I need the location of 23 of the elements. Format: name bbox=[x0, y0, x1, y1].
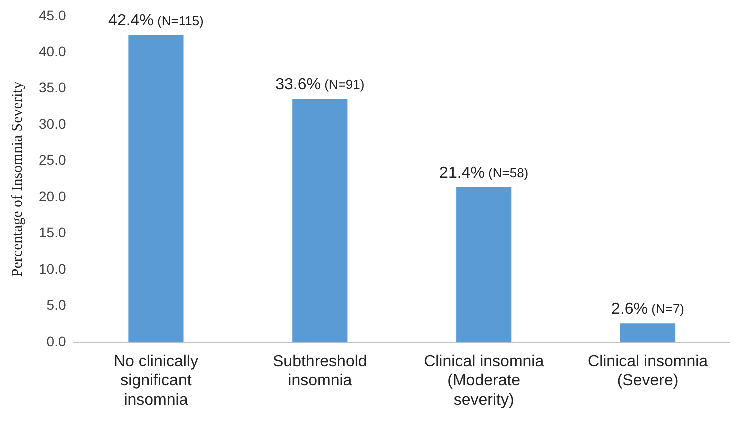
y-tick-label: 5.0 bbox=[46, 297, 66, 314]
y-tick-label: 20.0 bbox=[39, 188, 66, 204]
x-tick-label: Subthreshold insomnia bbox=[273, 353, 368, 390]
bar bbox=[620, 324, 676, 342]
y-tick-label: 40.0 bbox=[39, 43, 66, 60]
data-label: 2.6% (N=7) bbox=[612, 300, 685, 318]
x-tick-label: No clinically significant insomnia bbox=[114, 353, 198, 409]
y-tick-label: 0.0 bbox=[46, 333, 66, 350]
y-tick-label: 45.0 bbox=[39, 7, 66, 24]
data-label: 33.6% (N=91) bbox=[276, 76, 365, 94]
data-label: 21.4% (N=58) bbox=[440, 164, 529, 182]
bar bbox=[128, 35, 184, 342]
y-tick-label: 15.0 bbox=[39, 224, 66, 241]
bar bbox=[292, 98, 348, 342]
y-tick-label: 10.0 bbox=[39, 260, 66, 277]
data-label: 42.4% (N=115) bbox=[108, 12, 204, 30]
y-axis-title: Percentage of Insomnia Severity bbox=[10, 81, 26, 278]
x-tick-label: Clinical insomnia (Moderate severity) bbox=[424, 353, 544, 409]
bar bbox=[456, 187, 512, 342]
y-tick-label: 35.0 bbox=[39, 80, 66, 96]
y-tick-label: 25.0 bbox=[39, 152, 66, 168]
x-tick-label: Clinical insomnia (Severe) bbox=[588, 353, 708, 390]
y-tick-label: 30.0 bbox=[39, 116, 66, 132]
